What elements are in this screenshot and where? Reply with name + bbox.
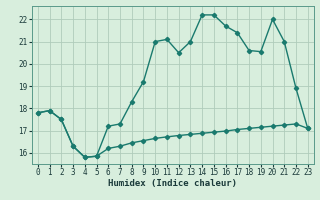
X-axis label: Humidex (Indice chaleur): Humidex (Indice chaleur)	[108, 179, 237, 188]
